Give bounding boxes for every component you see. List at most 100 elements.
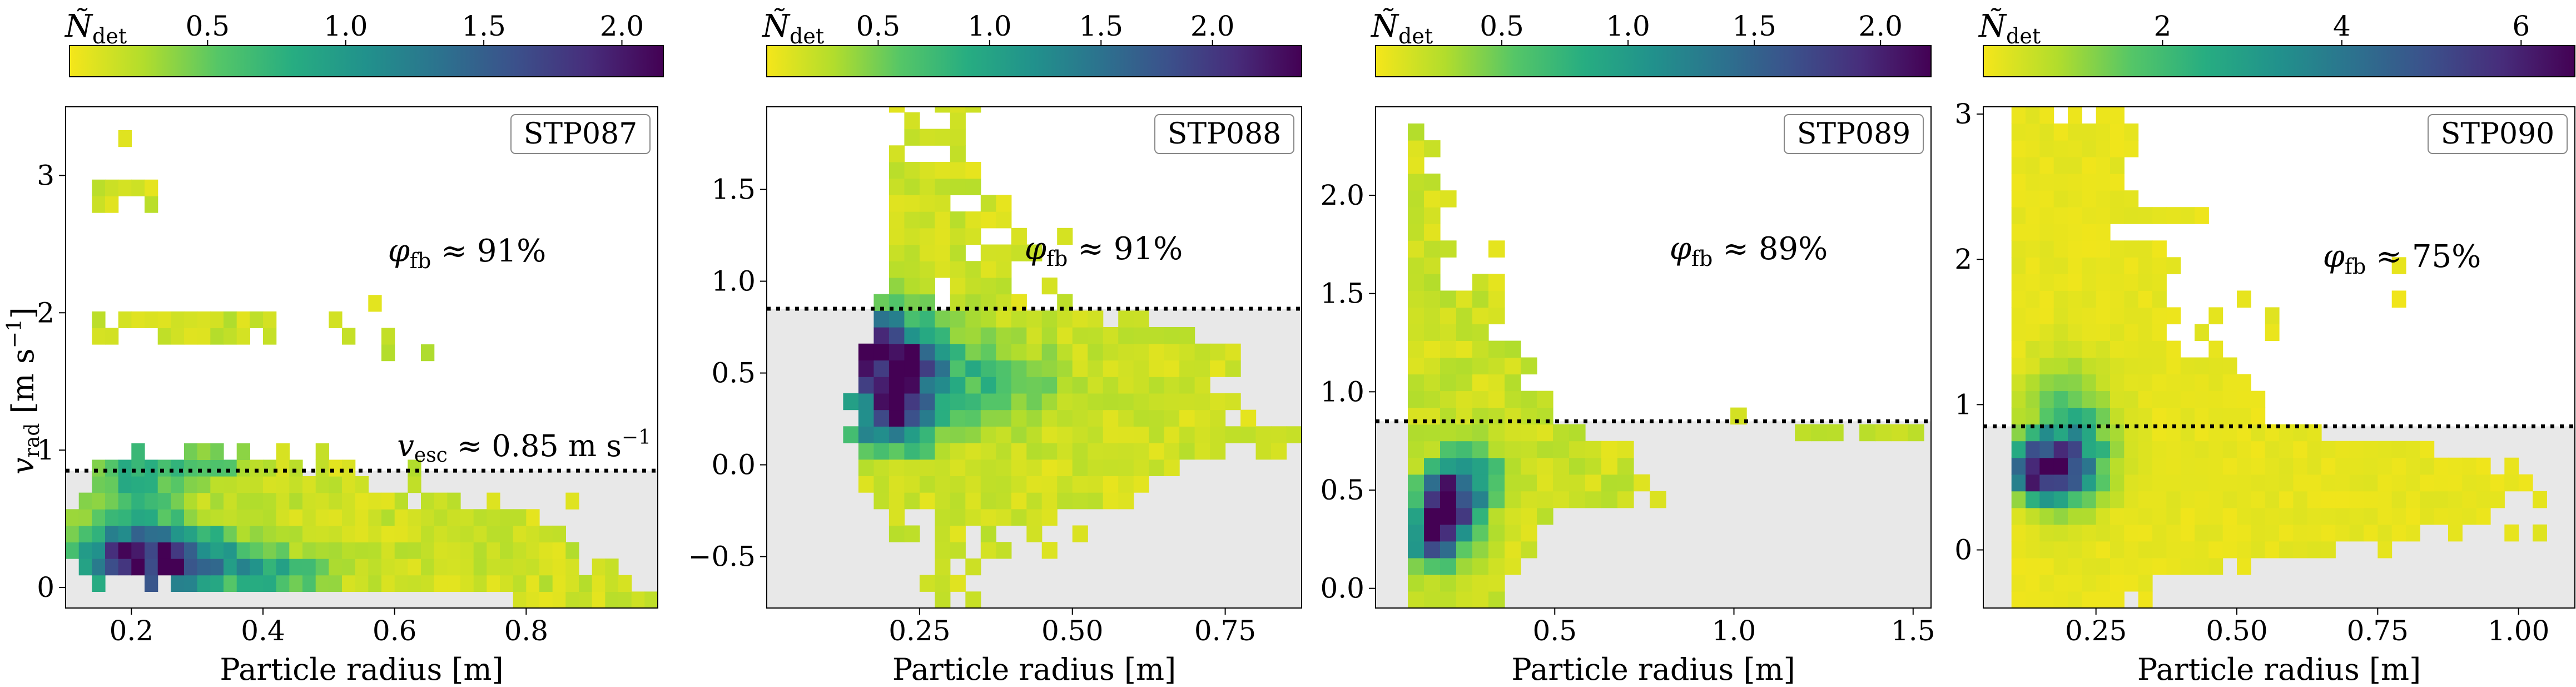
heatmap-cell xyxy=(2026,174,2040,191)
heatmap-cell xyxy=(996,360,1012,377)
heatmap-cell xyxy=(421,542,435,559)
heatmap-cell xyxy=(381,575,395,592)
heatmap-cell xyxy=(2138,574,2153,592)
heatmap-cell xyxy=(2082,307,2097,324)
heatmap-cell xyxy=(1424,424,1441,442)
heatmap-cell xyxy=(2208,491,2223,508)
heatmap-cell xyxy=(1440,574,1457,592)
heatmap-cell xyxy=(368,492,382,510)
heatmap-cell xyxy=(1601,441,1618,458)
heatmap-cell xyxy=(1505,491,1521,508)
heatmap-cell xyxy=(1041,327,1058,344)
heatmap-cell xyxy=(210,542,224,559)
colorbar-tick-label: 2.0 xyxy=(600,10,644,42)
heatmap-cell xyxy=(118,459,132,477)
heatmap-cell xyxy=(1041,277,1058,295)
heatmap-cell xyxy=(889,228,905,245)
heatmap-cell xyxy=(2237,507,2251,525)
heatmap-cell xyxy=(2251,524,2266,542)
heatmap-cell xyxy=(513,542,527,559)
heatmap-cell xyxy=(2026,357,2040,375)
heatmap-cell xyxy=(2180,207,2195,224)
heatmap-cell xyxy=(2124,574,2139,592)
heatmap-cell xyxy=(2053,157,2068,174)
heatmap-cell xyxy=(2124,474,2139,492)
heatmap-cell xyxy=(2321,491,2336,508)
heatmap-cell xyxy=(2124,207,2139,224)
heatmap-cell xyxy=(1424,374,1441,392)
heatmap-cell xyxy=(1488,290,1505,308)
panel-label: STP090 xyxy=(2441,117,2555,151)
heatmap-cell xyxy=(105,509,119,526)
heatmap-cell xyxy=(2138,391,2153,408)
heatmap-cell xyxy=(408,509,421,526)
heatmap-cell xyxy=(2096,224,2111,241)
heatmap-cell xyxy=(2096,257,2111,274)
heatmap-cell xyxy=(2096,557,2111,575)
heatmap-cell xyxy=(2026,541,2040,559)
heatmap-cell xyxy=(184,492,198,510)
heatmap-cell xyxy=(434,492,448,510)
heatmap-cell xyxy=(210,509,224,526)
heatmap-cell xyxy=(2082,457,2097,475)
heatmap-cell xyxy=(1057,492,1073,510)
heatmap-cell xyxy=(500,559,514,576)
heatmap-cell xyxy=(368,525,382,543)
heatmap-cell xyxy=(1472,274,1489,291)
heatmap-cell xyxy=(858,409,874,427)
heatmap-cell xyxy=(1537,491,1553,508)
heatmap-cell xyxy=(355,525,369,543)
heatmap-cell xyxy=(904,277,920,295)
heatmap-cell xyxy=(1118,343,1134,360)
heatmap-cell xyxy=(1088,443,1104,460)
heatmap-cell xyxy=(858,343,874,360)
heatmap-cell xyxy=(1456,374,1473,392)
heatmap-cell xyxy=(2026,557,2040,575)
heatmap-cell xyxy=(1472,507,1489,525)
heatmap-cell xyxy=(2011,140,2026,157)
heatmap-cell xyxy=(2096,574,2111,592)
heatmap-cell xyxy=(2166,507,2181,525)
heatmap-cell xyxy=(315,476,329,493)
heatmap-cell xyxy=(1408,257,1425,274)
heatmap-cell xyxy=(1456,574,1473,592)
heatmap-cell xyxy=(2335,491,2350,508)
heatmap-cell xyxy=(996,492,1012,510)
heatmap-cell xyxy=(1488,441,1505,458)
heatmap-cell xyxy=(858,443,874,460)
heatmap-cell xyxy=(92,492,106,510)
heatmap-cell xyxy=(935,343,951,360)
heatmap-cell xyxy=(236,525,250,543)
heatmap-cell xyxy=(1408,207,1425,224)
y-tick-label: 1.0 xyxy=(711,265,756,298)
heatmap-cell xyxy=(919,277,935,295)
heatmap-cell xyxy=(1440,240,1457,258)
heatmap-cell xyxy=(1041,492,1058,510)
heatmap-cell xyxy=(145,196,158,213)
heatmap-cell xyxy=(2082,407,2097,425)
heatmap-cell xyxy=(904,377,920,394)
heatmap-cell xyxy=(950,228,966,245)
heatmap-cell xyxy=(2222,374,2237,392)
heatmap-cell xyxy=(904,492,920,510)
heatmap-cell xyxy=(2152,257,2167,274)
heatmap-cell xyxy=(2138,541,2153,559)
heatmap-cell xyxy=(2026,407,2040,425)
heatmap-cell xyxy=(210,443,224,460)
heatmap-cell xyxy=(1408,340,1425,358)
heatmap-cell xyxy=(2096,441,2111,458)
heatmap-cell xyxy=(2208,557,2223,575)
heatmap-cell xyxy=(184,525,198,543)
heatmap-cell xyxy=(342,459,356,477)
heatmap-cell xyxy=(2082,224,2097,241)
heatmap-cell xyxy=(858,393,874,411)
heatmap-cell xyxy=(1472,374,1489,392)
heatmap-cell xyxy=(904,228,920,245)
heatmap-cell xyxy=(2068,274,2082,291)
heatmap-cell xyxy=(2026,257,2040,274)
heatmap-cell xyxy=(1505,457,1521,475)
heatmap-cell xyxy=(1011,443,1027,460)
heatmap-cell xyxy=(2053,274,2068,291)
heatmap-cell xyxy=(2068,524,2082,542)
heatmap-cell xyxy=(1553,441,1570,458)
